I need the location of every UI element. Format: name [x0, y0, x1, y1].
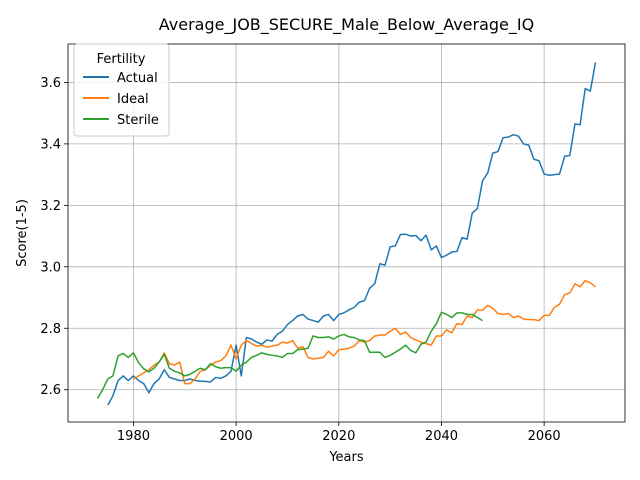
y-tick-label: 2.6: [40, 383, 61, 398]
y-tick-label: 3.4: [40, 137, 61, 152]
y-tick-label: 3.2: [40, 199, 61, 214]
x-tick-label: 2040: [425, 429, 458, 444]
y-axis-label: Score(1-5): [15, 199, 30, 267]
legend-label-ideal: Ideal: [117, 92, 149, 107]
x-tick-label: 2060: [528, 429, 561, 444]
y-tick-label: 3.0: [40, 260, 61, 275]
ticks: 1980 2000 2020 2040 2060 2.6 2.8 3.0 3.2 3.4 3.6: [40, 76, 560, 444]
x-axis-label: Years: [328, 450, 364, 465]
y-tick-label: 2.8: [40, 322, 61, 337]
y-tick-label: 3.6: [40, 76, 61, 91]
series-line-sterile: [96, 311, 483, 399]
grid: [68, 44, 625, 422]
legend-title: Fertility: [97, 52, 146, 67]
chart-title: Average_JOB_SECURE_Male_Below_Average_IQ: [159, 15, 534, 35]
x-tick-label: 2020: [322, 429, 355, 444]
legend: Fertility Actual Ideal Sterile: [73, 43, 170, 137]
legend-box: [73, 43, 170, 137]
series-layer: [96, 62, 597, 406]
series-line-actual: [107, 62, 597, 406]
legend-label-sterile: Sterile: [117, 113, 159, 128]
x-tick-label: 1980: [117, 429, 150, 444]
x-tick-label: 2000: [220, 429, 253, 444]
plot-frame: [67, 43, 626, 423]
legend-label-actual: Actual: [117, 71, 158, 86]
